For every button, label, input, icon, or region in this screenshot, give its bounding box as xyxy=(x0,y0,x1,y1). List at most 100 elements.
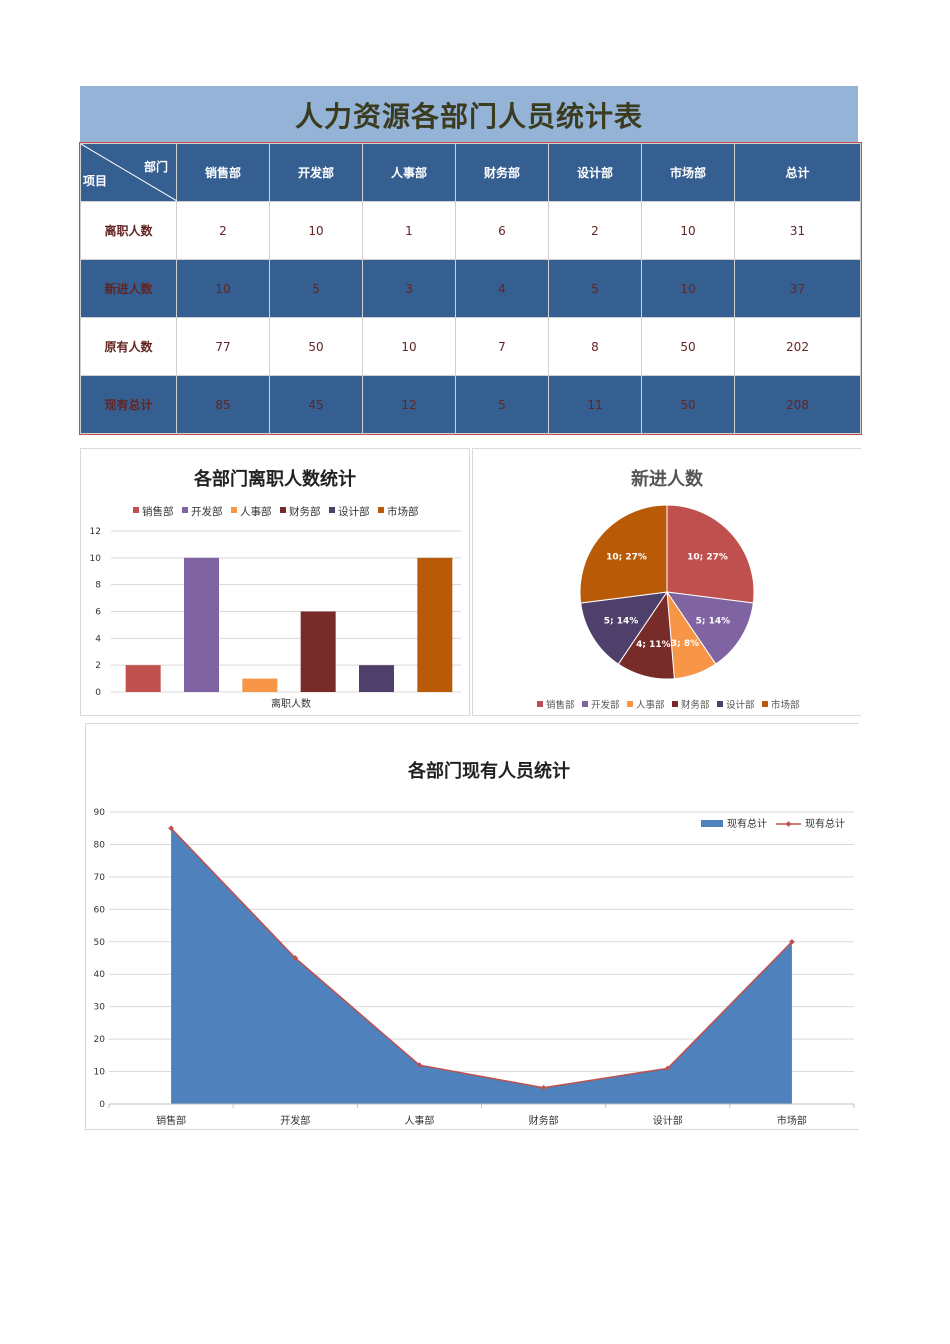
area-series xyxy=(171,828,792,1104)
line-marker xyxy=(292,955,299,961)
column-header: 人事部 xyxy=(362,143,456,202)
table-cell: 31 xyxy=(734,201,861,260)
legend-label: 销售部 xyxy=(142,505,174,518)
table-cell: 5 xyxy=(455,375,549,434)
bar xyxy=(125,665,161,692)
table-cell: 37 xyxy=(734,259,861,318)
legend-label: 市场部 xyxy=(387,505,419,518)
pie-slice xyxy=(666,504,755,604)
line-marker xyxy=(664,1065,671,1072)
bar xyxy=(417,557,453,692)
y-tick-label: 70 xyxy=(94,873,106,883)
legend-swatch xyxy=(329,507,335,513)
legend-label: 财务部 xyxy=(289,505,321,518)
corner-top-label: 部门 xyxy=(143,160,168,174)
y-tick-label: 10 xyxy=(90,554,102,564)
x-tick-label: 人事部 xyxy=(404,1114,434,1127)
column-header: 开发部 xyxy=(269,143,363,202)
table-cell: 5 xyxy=(548,259,642,318)
x-tick-label: 开发部 xyxy=(280,1114,310,1127)
line-series xyxy=(170,827,793,1089)
row-label: 现有总计 xyxy=(80,375,177,434)
table-cell: 4 xyxy=(455,259,549,318)
row-label: 离职人数 xyxy=(80,201,177,260)
y-tick-label: 4 xyxy=(95,634,101,644)
table-cell: 2 xyxy=(548,201,642,260)
legend-swatch xyxy=(701,820,723,827)
corner-cell: 部门 项目 xyxy=(80,143,177,202)
report-title-bar: 人力资源各部门人员统计表 xyxy=(80,86,858,143)
bar xyxy=(300,611,336,692)
bar xyxy=(242,678,278,692)
table-cell: 50 xyxy=(641,317,735,376)
y-tick-label: 0 xyxy=(99,1100,105,1110)
table-cell: 10 xyxy=(176,259,270,318)
pie-data-label: 10; 27% xyxy=(606,552,647,562)
y-tick-label: 50 xyxy=(94,938,106,948)
table-cell: 7 xyxy=(455,317,549,376)
area-chart: 各部门现有人员统计 0 10 20 30 40 50 60 70 80 90 销售部 开发部 人事部 财务部… xyxy=(94,760,855,1127)
legend-label: 设计部 xyxy=(338,505,370,518)
table-cell: 10 xyxy=(641,201,735,260)
y-tick-label: 0 xyxy=(95,688,101,698)
report-title: 人力资源各部门人员统计表 xyxy=(294,99,643,133)
y-tick-label: 20 xyxy=(94,1035,106,1045)
pie-data-label: 3; 8% xyxy=(671,639,699,649)
chart-title: 各部门离职人数统计 xyxy=(193,468,356,490)
legend-swatch xyxy=(133,507,139,513)
x-tick-label: 设计部 xyxy=(653,1114,683,1127)
x-tick-label: 销售部 xyxy=(156,1114,186,1127)
table-cell: 50 xyxy=(269,317,363,376)
legend-label: 设计部 xyxy=(726,699,755,711)
y-tick-label: 60 xyxy=(94,905,106,915)
table-cell: 10 xyxy=(362,317,456,376)
column-header: 市场部 xyxy=(641,143,735,202)
row-label: 新进人数 xyxy=(80,259,177,318)
table-row: 新进人数 10 5 3 4 5 10 37 xyxy=(80,259,861,318)
y-tick-label: 90 xyxy=(94,808,106,818)
pie-slice xyxy=(665,591,754,665)
table-cell: 6 xyxy=(455,201,549,260)
table-cell: 5 xyxy=(269,259,363,318)
table-header-row: 部门 项目 销售部 开发部 人事部 财务部 设计部 市场部 总计 xyxy=(80,143,861,202)
table-cell: 45 xyxy=(269,375,363,434)
table-cell: 208 xyxy=(734,375,861,434)
pie-data-label: 10; 27% xyxy=(687,552,728,562)
column-header: 财务部 xyxy=(455,143,549,202)
table-cell: 11 xyxy=(548,375,642,434)
table-cell: 202 xyxy=(734,317,861,376)
table-cell: 10 xyxy=(641,259,735,318)
legend-label: 现有总计 xyxy=(727,817,767,830)
table-cell: 10 xyxy=(269,201,363,260)
legend-label: 市场部 xyxy=(771,699,800,711)
y-tick-label: 8 xyxy=(95,581,101,591)
legend-label: 开发部 xyxy=(191,505,223,518)
table-cell: 3 xyxy=(362,259,456,318)
legend-label: 现有总计 xyxy=(805,817,845,830)
row-label: 原有人数 xyxy=(80,317,177,376)
line-marker xyxy=(416,1062,423,1068)
pie-data-label: 4; 11% xyxy=(636,640,671,650)
area-chart-panel: 各部门现有人员统计 0 10 20 30 40 50 60 70 80 90 销售部 开发部 人事部 财务部… xyxy=(85,723,859,1130)
bar xyxy=(359,665,394,692)
legend-swatch xyxy=(717,701,723,707)
x-tick-label: 市场部 xyxy=(777,1114,807,1127)
legend-swatch xyxy=(537,701,543,707)
table-row: 原有人数 77 50 10 7 8 50 202 xyxy=(80,317,861,376)
table-cell: 77 xyxy=(176,317,270,376)
y-tick-label: 30 xyxy=(94,1003,106,1013)
x-tick-label: 财务部 xyxy=(529,1114,559,1127)
legend-label: 人事部 xyxy=(636,699,665,711)
legend-swatch xyxy=(231,507,237,513)
legend-swatch xyxy=(627,701,633,707)
legend-swatch xyxy=(378,507,384,513)
y-tick-label: 80 xyxy=(94,840,106,850)
bar xyxy=(184,557,219,692)
bar-chart-panel: 各部门离职人数统计 销售部 开发部 人事部 财务部 设计部 市场部 0 2 4 6 8 10 12 离职人数 xyxy=(80,448,470,716)
pie-chart-panel: 新进人数 10; 27% 5; 14% 3; 8% 4; 11% 5; 14% 10; 27… xyxy=(472,448,861,716)
legend-label: 人事部 xyxy=(240,505,272,518)
diagonal-divider xyxy=(81,144,177,201)
table-cell: 8 xyxy=(548,317,642,376)
table-row: 现有总计 85 45 12 5 11 50 208 xyxy=(80,375,861,434)
table-cell: 50 xyxy=(641,375,735,434)
